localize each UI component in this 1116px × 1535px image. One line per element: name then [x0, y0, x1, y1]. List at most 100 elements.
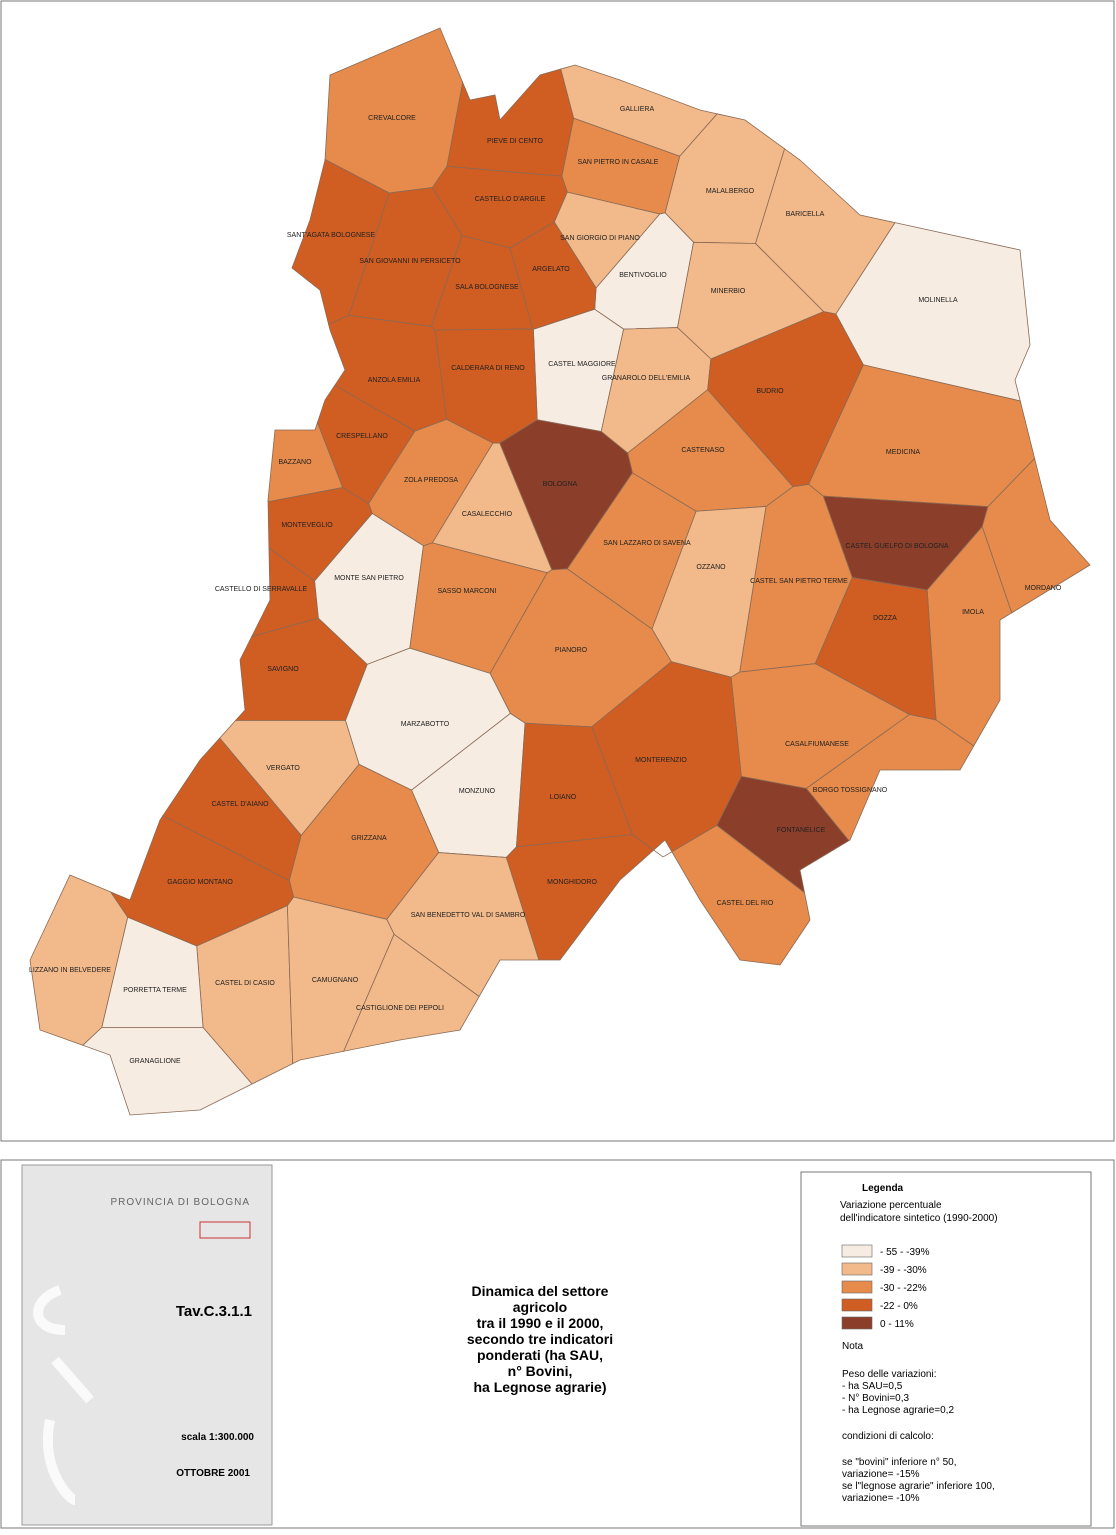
municipality-label: BARICELLA	[786, 211, 825, 218]
legend-note: se "bovini" inferiore n° 50,	[842, 1457, 957, 1468]
municipality-label: SAN GIOVANNI IN PERSICETO	[359, 258, 461, 265]
municipality-label: CRESPELLANO	[336, 433, 388, 440]
municipality-label: GRANAROLO DELL'EMILIA	[602, 375, 691, 382]
municipality-label: CASTEL GUELFO DI BOLOGNA	[845, 543, 949, 550]
municipality-label: SALA BOLOGNESE	[455, 284, 519, 291]
legend-title: Legenda	[862, 1183, 904, 1194]
municipality-label: MONTERENZIO	[635, 757, 687, 764]
municipality-label: FONTANELICE	[777, 827, 826, 834]
municipality-label: MALALBERGO	[706, 188, 755, 195]
legend-note: se l"legnose agrarie" inferiore 100,	[842, 1481, 995, 1492]
municipality-label: SAVIGNO	[267, 666, 299, 673]
municipality-label: MINERBIO	[711, 288, 746, 295]
legend-label: - 55 - -39%	[880, 1247, 930, 1258]
municipality-label: CASTIGLIONE DEI PEPOLI	[356, 1005, 444, 1012]
municipality-label: PIANORO	[555, 647, 588, 654]
municipality-label: BAZZANO	[278, 459, 312, 466]
cover-logo	[33, 1285, 94, 1505]
title-line: Dinamica del settore	[472, 1283, 609, 1299]
municipality-label: DOZZA	[873, 615, 897, 622]
cover-panel	[21, 1164, 273, 1526]
municipality-label: CAMUGNANO	[312, 977, 359, 984]
legend-swatch	[841, 1298, 873, 1312]
legend-subtitle: dell'indicatore sintetico (1990-2000)	[840, 1213, 998, 1224]
municipality-label: MONGHIDORO	[547, 879, 597, 886]
municipality-label: SAN PIETRO IN CASALE	[578, 159, 659, 166]
municipality	[662, 824, 811, 966]
municipality-label: BOLOGNA	[543, 481, 578, 488]
legend-label: -39 - -30%	[880, 1265, 927, 1276]
municipality-label: MONTE SAN PIETRO	[334, 575, 404, 582]
legend-label: -30 - -22%	[880, 1283, 927, 1294]
municipality-label: IMOLA	[962, 609, 984, 616]
municipality-label: LIZZANO IN BELVEDERE	[29, 967, 111, 974]
title-line: tra il 1990 e il 2000,	[477, 1315, 604, 1331]
municipality-label: SAN LAZZARO DI SAVENA	[603, 540, 691, 547]
legend-nota: Nota	[842, 1341, 864, 1352]
title-line: ha Legnose agrarie)	[473, 1379, 606, 1395]
title-line: secondo tre indicatori	[467, 1331, 613, 1347]
municipality-label: CASTENASO	[681, 447, 725, 454]
municipality-label: MEDICINA	[886, 449, 921, 456]
municipality-label: MONTEVEGLIO	[281, 522, 333, 529]
municipality-label: SAN BENEDETTO VAL DI SAMBRO	[411, 912, 526, 919]
municipality-label: PIEVE DI CENTO	[487, 138, 543, 145]
legend-swatch	[841, 1244, 873, 1258]
municipality	[82, 1027, 253, 1116]
municipality-label: CASTEL DI CASIO	[215, 980, 275, 987]
map: CREVALCORE PIEVE DI CENTO GALLIERA SAN PIET…	[29, 27, 1091, 1116]
municipality-label: GAGGIO MONTANO	[167, 879, 233, 886]
municipality-label: GRIZZANA	[351, 835, 387, 842]
municipality-label: BUDRIO	[756, 388, 784, 395]
municipality-label: CASALECCHIO	[462, 511, 513, 518]
municipality-label: LOIANO	[550, 794, 577, 801]
municipality-label: PORRETTA TERME	[123, 987, 187, 994]
municipality-label: ZOLA PREDOSA	[404, 477, 458, 484]
legend-note: variazione= -10%	[842, 1493, 920, 1504]
legend-note: - N° Bovini=0,3	[842, 1393, 910, 1404]
municipality-label: ANZOLA EMILIA	[368, 377, 421, 384]
municipality-label: BENTIVOGLIO	[619, 272, 667, 279]
municipality-label: CASTEL D'AIANO	[211, 801, 269, 808]
municipality-label: ARGELATO	[532, 266, 570, 273]
municipality-label: GALLIERA	[620, 106, 655, 113]
date: OTTOBRE 2001	[176, 1468, 250, 1479]
municipality-label: CASALFIUMANESE	[785, 741, 849, 748]
municipality	[286, 896, 395, 1065]
municipality-label: CASTEL DEL RIO	[717, 900, 774, 907]
legend-note: variazione= -15%	[842, 1469, 920, 1480]
legend-note: - ha Legnose agrarie=0,2	[842, 1405, 954, 1416]
title-line: ponderati (ha SAU,	[477, 1347, 603, 1363]
legend-note: - ha SAU=0,5	[842, 1381, 903, 1392]
municipality-label: MOLINELLA	[918, 297, 958, 304]
municipality-label: MONZUNO	[459, 788, 496, 795]
legend-note: Peso delle variazioni:	[842, 1369, 937, 1380]
municipality-label: CASTEL MAGGIORE	[548, 361, 616, 368]
municipality-label: MARZABOTTO	[401, 721, 450, 728]
municipality-label: BORGO TOSSIGNANO	[813, 787, 888, 794]
legend-label: 0 - 11%	[880, 1319, 914, 1330]
municipality	[343, 933, 480, 1052]
legend-swatch	[841, 1280, 873, 1294]
scale: scala 1:300.000	[181, 1432, 254, 1443]
legend-note: condizioni di calcolo:	[842, 1431, 934, 1442]
municipality-label: OZZANO	[696, 564, 726, 571]
municipality-label: CREVALCORE	[368, 115, 416, 122]
municipality-label: GRANAGLIONE	[129, 1058, 181, 1065]
municipality-label: CASTELLO D'ARGILE	[475, 196, 546, 203]
municipality-label: SASSO MARCONI	[437, 588, 496, 595]
title-line: agricolo	[513, 1299, 567, 1315]
province: PROVINCIA DI BOLOGNA	[111, 1197, 250, 1208]
municipality-label: SANT'AGATA BOLOGNESE	[287, 232, 376, 239]
title-line: n° Bovini,	[508, 1363, 573, 1379]
legend: Variazione percentuale dell'indicatore si…	[840, 1200, 998, 1504]
municipality-label: CASTEL SAN PIETRO TERME	[750, 578, 848, 585]
legend-swatch	[841, 1316, 873, 1330]
legend-swatch	[841, 1262, 873, 1276]
municipality-label: MORDANO	[1025, 585, 1062, 592]
legend-subtitle: Variazione percentuale	[840, 1200, 942, 1211]
municipality-label: CASTELLO DI SERRAVALLE	[215, 586, 308, 593]
